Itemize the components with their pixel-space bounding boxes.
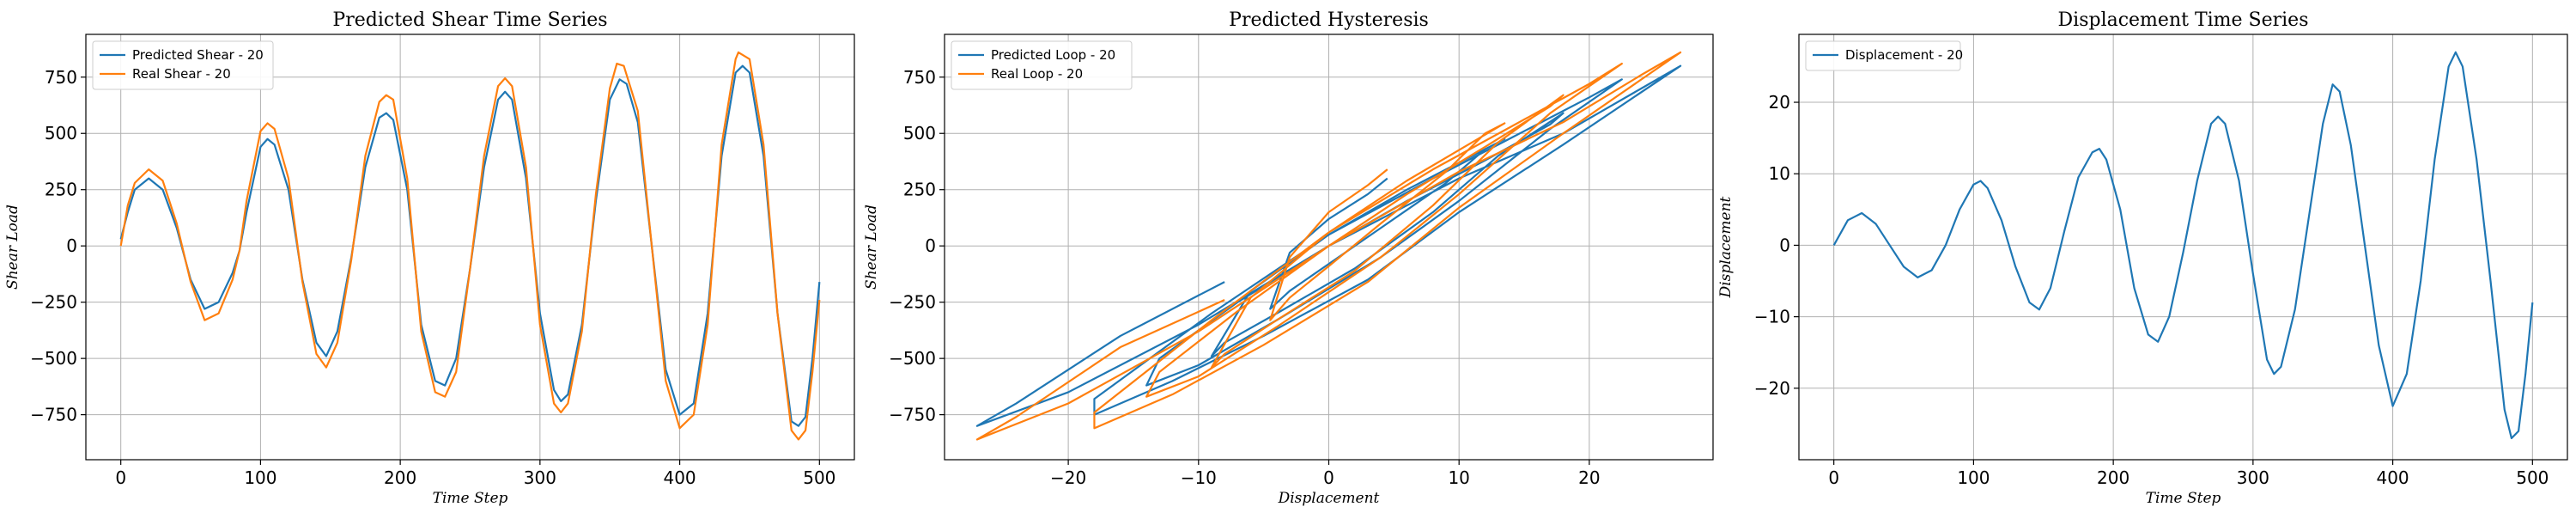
y-tick-label: 750: [903, 67, 936, 88]
x-tick-label: 500: [2516, 467, 2549, 488]
y-tick-label: 0: [1779, 235, 1790, 255]
x-tick-label: 0: [1323, 467, 1334, 488]
y-tick-label: −10: [1754, 307, 1790, 327]
series-line-1: [975, 64, 1682, 427]
legend-label: Real Loop - 20: [991, 66, 1083, 82]
y-tick-label: −20: [1754, 378, 1790, 399]
x-tick-label: 400: [663, 467, 696, 488]
x-tick-label: 500: [803, 467, 835, 488]
x-tick-label: −10: [1181, 467, 1217, 488]
chart-panel-2: −20 −10 0 10 20 −750 −500 −250 0 250 500 750 Predict…: [863, 9, 1714, 507]
x-tick-label: 300: [2237, 467, 2269, 488]
x-tick-label: 400: [2376, 467, 2409, 488]
y-tick-label: 500: [903, 123, 936, 143]
chart-panel-1: 0 100 200 300 400 500 −750 −500 −250 0 250 500 750 Pr…: [4, 9, 855, 507]
legend-label: Displacement - 20: [1845, 47, 1963, 63]
x-tick-label: 0: [1828, 467, 1839, 488]
x-axis-label: Time Step: [433, 490, 508, 507]
series-line-2: [119, 51, 821, 441]
y-axis-label: Displacement: [1717, 196, 1735, 298]
y-tick-label: −500: [30, 348, 77, 369]
x-tick-label: 100: [244, 467, 276, 488]
x-tick-label: 0: [115, 467, 126, 488]
y-tick-label: 20: [1769, 92, 1790, 113]
y-tick-label: 250: [45, 180, 77, 200]
x-tick-label: 300: [524, 467, 556, 488]
y-tick-label: −250: [30, 292, 77, 313]
y-tick-label: 250: [903, 180, 936, 200]
x-tick-label: 200: [2097, 467, 2129, 488]
series-line-1: [1832, 51, 2534, 440]
axes-frame: [1798, 34, 2568, 461]
y-tick-label: −500: [889, 348, 936, 369]
chart-title: Predicted Hysteresis: [1229, 9, 1429, 31]
legend-box: [951, 40, 1133, 90]
legend-box: [1805, 40, 1961, 71]
x-tick-label: 20: [1578, 467, 1600, 488]
x-tick-label: 100: [1957, 467, 1990, 488]
chart-title: Displacement Time Series: [2058, 9, 2309, 31]
legend-box: [92, 40, 274, 90]
y-tick-label: −750: [30, 405, 77, 425]
y-tick-label: 750: [45, 67, 77, 88]
axes-frame: [85, 34, 855, 461]
y-tick-label: −750: [889, 405, 936, 425]
y-tick-label: 0: [66, 235, 77, 256]
y-tick-label: 10: [1769, 163, 1790, 184]
x-tick-label: 10: [1448, 467, 1469, 488]
series-line-2: [975, 51, 1682, 441]
x-tick-label: 200: [384, 467, 416, 488]
legend-label: Predicted Shear - 20: [132, 47, 264, 63]
legend-label: Real Shear - 20: [132, 66, 231, 82]
y-axis-label: Shear Load: [4, 205, 21, 290]
x-tick-label: −20: [1050, 467, 1086, 488]
chart-title: Predicted Shear Time Series: [332, 9, 607, 31]
x-axis-label: Time Step: [2146, 490, 2221, 507]
y-tick-label: −250: [889, 292, 936, 313]
chart-panel-3: 0 100 200 300 400 500 −20 −10 0 10 20 Displacement …: [1717, 9, 2568, 507]
y-axis-label: Shear Load: [863, 205, 880, 290]
legend-label: Predicted Loop - 20: [991, 47, 1115, 63]
x-axis-label: Displacement: [1278, 490, 1380, 507]
y-tick-label: 500: [45, 123, 77, 143]
y-tick-label: 0: [925, 235, 936, 256]
